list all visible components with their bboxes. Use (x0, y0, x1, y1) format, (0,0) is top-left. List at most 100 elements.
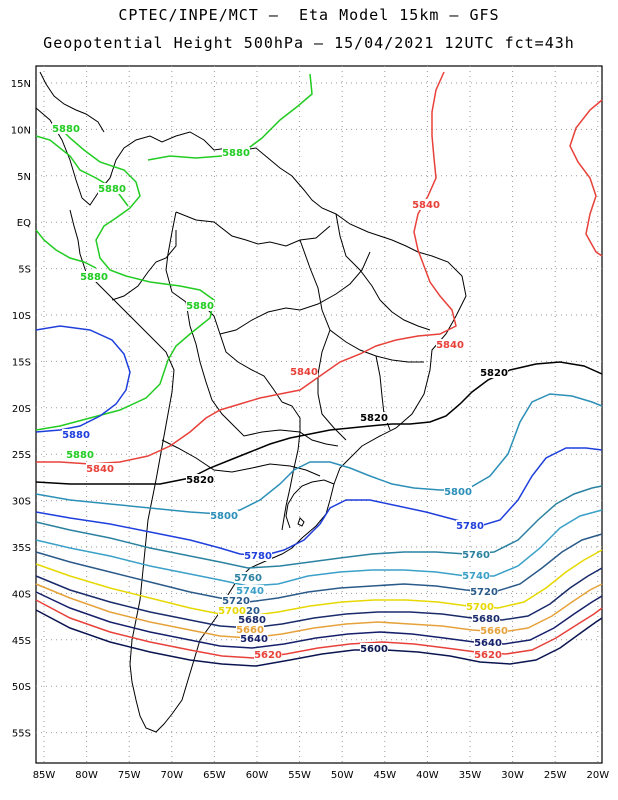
lon-tick-label: 30W (501, 770, 524, 781)
lat-tick-label: 55S (12, 729, 31, 740)
contour-label: 5640 (240, 634, 268, 645)
contour-label-bg (470, 586, 498, 597)
contour-label-bg (210, 510, 238, 521)
contour-label: 5640 (474, 638, 502, 649)
lon-tick-label: 20W (586, 770, 609, 781)
lat-tick-label: 5S (18, 265, 31, 276)
contour-label-bg (462, 549, 490, 560)
contour-label: 5660 (236, 625, 264, 636)
contour-label: 5700 (218, 606, 246, 617)
contour-label: 5840 (436, 340, 464, 351)
contour-label: 5880 (186, 301, 214, 312)
latitude-labels: 15N 10N 5N EQ 5S 10S 15S 20S 25S 30S 35S 40S 45S 50S 5… (11, 79, 31, 740)
contour-label: 5760 (462, 550, 490, 561)
contour-label: 5680 (238, 615, 266, 626)
contour-label-bg (480, 367, 508, 378)
chart-title-line1: CPTEC/INPE/MCT – Eta Model 15km – GFS (118, 6, 500, 24)
contour-label: 5880 (80, 272, 108, 283)
contour-label-bg (80, 271, 108, 282)
contour-label: 5600 (360, 644, 388, 655)
lat-tick-label: 45S (12, 636, 31, 647)
contour-label-bg (462, 570, 490, 581)
contour-label: 5720 (222, 596, 250, 607)
contour-label: 5780 (456, 521, 484, 532)
lat-tick-label: 10N (11, 125, 31, 136)
contour-label-bg (472, 613, 500, 624)
contour-label-bg (360, 643, 388, 654)
lon-tick-label: 85W (33, 770, 56, 781)
contour-label: 5820 (186, 475, 214, 486)
lon-tick-label: 35W (459, 770, 482, 781)
contour-label: 5760 (234, 573, 262, 584)
contour-label: 5720 (232, 606, 260, 617)
contour-label-bg (474, 649, 502, 660)
contour-label: 5880 (62, 430, 90, 441)
contour-label: 5880 (222, 148, 250, 159)
lon-tick-label: 70W (160, 770, 183, 781)
contour-label: 5660 (480, 626, 508, 637)
contour-label: 5820 (480, 368, 508, 379)
contour-label-bg (236, 624, 264, 635)
contour-label-bg (444, 486, 472, 497)
contour-label-bg (456, 520, 484, 531)
lat-tick-label: 20S (12, 404, 31, 415)
contour-label: 5820 (360, 413, 388, 424)
lat-tick-label: 40S (12, 589, 31, 600)
lon-tick-label: 55W (288, 770, 311, 781)
map-frame (35, 65, 603, 764)
contour-label: 5740 (462, 571, 490, 582)
lon-tick-label: 80W (75, 770, 98, 781)
contour-labels: 5880 5880 5880 5880 5880 5880 5840 5840 5840 5840… (52, 123, 508, 661)
lat-tick-label: 30S (12, 497, 31, 508)
lat-tick-label: 25S (12, 450, 31, 461)
longitude-labels: 85W 80W 75W 70W 65W 60W 55W 50W 45W 40W 35W 30W 25W 2… (33, 770, 610, 781)
contour-label-bg (436, 339, 464, 350)
contour-label: 5840 (412, 200, 440, 211)
lat-tick-label: 50S (12, 682, 31, 693)
lat-tick-label: 10S (12, 311, 31, 322)
lon-tick-label: 60W (246, 770, 269, 781)
contour-label-bg (186, 474, 214, 485)
contour-label-bg (474, 637, 502, 648)
lon-tick-label: 40W (416, 770, 439, 781)
lat-tick-label: 15S (12, 357, 31, 368)
contour-label-bg (236, 585, 264, 596)
coastlines (35, 71, 467, 733)
lat-tick-label: 5N (17, 172, 31, 183)
contour-label-bg (234, 572, 262, 583)
contour-label: 5700 (466, 602, 494, 613)
lon-tick-label: 75W (118, 770, 141, 781)
contour-label: 5740 (236, 586, 264, 597)
contour-label: 5840 (290, 367, 318, 378)
contour-label-bg (254, 649, 282, 660)
contour-label-bg (466, 601, 494, 612)
contour-label: 5800 (444, 487, 472, 498)
contour-label: 5620 (474, 650, 502, 661)
contour-label: 5880 (66, 450, 94, 461)
lon-tick-label: 50W (331, 770, 354, 781)
contour-label-bg (62, 429, 90, 440)
contour-label: 5880 (52, 124, 80, 135)
contour-label-bg (290, 366, 318, 377)
contour-label-bg (222, 147, 250, 158)
chart-title-line2: Geopotential Height 500hPa – 15/04/2021 … (43, 34, 575, 52)
contour-label-bg (52, 123, 80, 134)
contour-label: 5800 (210, 511, 238, 522)
contour-label-bg (222, 595, 250, 606)
lon-tick-label: 65W (203, 770, 226, 781)
contour-label-bg (218, 605, 246, 616)
lat-tick-label: 35S (12, 543, 31, 554)
contour-label-bg (98, 183, 126, 194)
contour-label: 5680 (472, 614, 500, 625)
contour-label-bg (412, 199, 440, 210)
contour-label-bg (244, 550, 272, 561)
contour-label-bg (238, 614, 266, 625)
contour-label: 5720 (470, 587, 498, 598)
contour-label-bg (360, 412, 388, 423)
contour-label-bg (240, 633, 268, 644)
lat-tick-label: EQ (17, 218, 31, 229)
lon-tick-label: 45W (373, 770, 396, 781)
contour-label-bg (186, 300, 214, 311)
contour-label: 5780 (244, 551, 272, 562)
